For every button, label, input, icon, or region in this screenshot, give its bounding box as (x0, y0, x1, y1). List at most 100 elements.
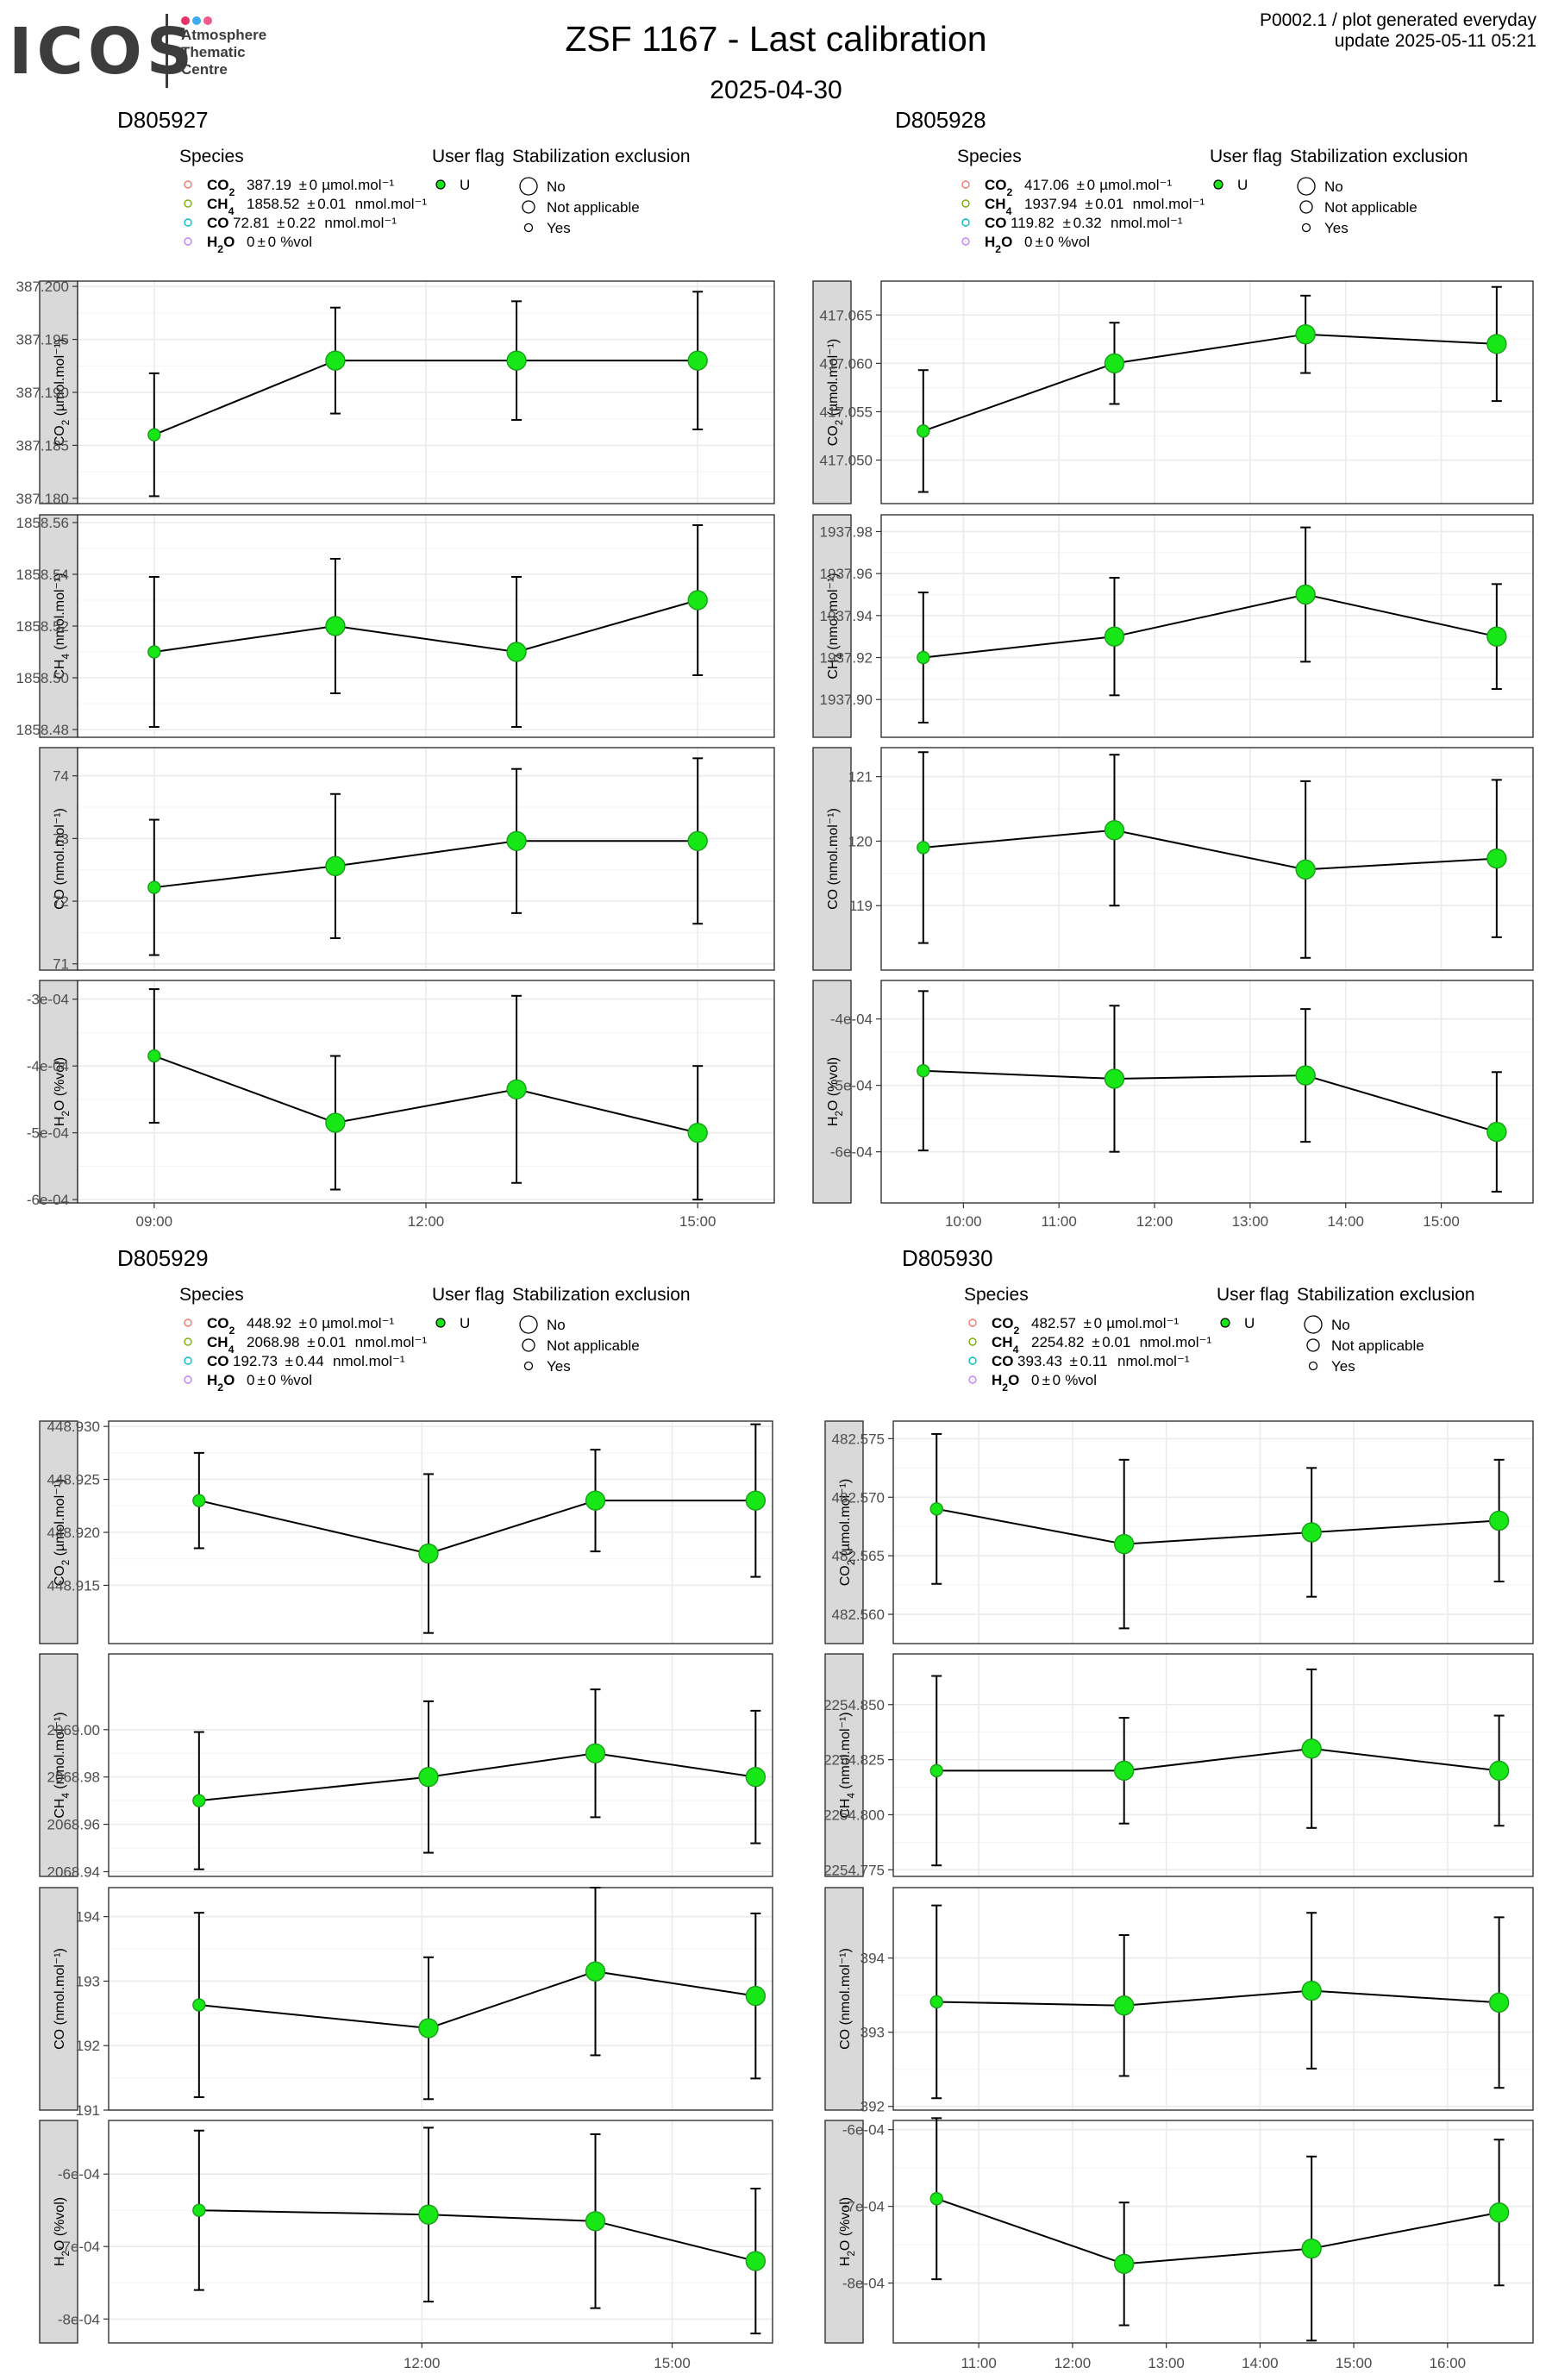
data-point (325, 350, 346, 371)
legend-species-uncertainty: 0 (310, 177, 317, 193)
legend-species-name: CO (992, 1353, 1014, 1369)
legend-user-flag-key (435, 179, 446, 190)
plot-area (109, 2120, 773, 2343)
facet-panel-CO: CO (nmol.mol⁻¹) 191 192 193 194 (39, 1887, 773, 2119)
facet-strip (39, 514, 78, 738)
legend-species-uncertainty: 0 (1053, 1372, 1061, 1388)
legend-species-unit: %vol (1065, 1372, 1097, 1388)
panel-border (880, 980, 1534, 1204)
data-point (585, 1961, 606, 1982)
y-tick-label: 2254.850 (823, 1697, 885, 1713)
facet-panel-CO2: CO2 (µmol.mol⁻¹) 417.050 417.055 417.060 417… (812, 280, 1534, 504)
facet-species-name: CO2 (µmol.mol⁻¹) (53, 339, 72, 447)
legend-pm-sign: ± (1063, 215, 1071, 231)
data-point (1104, 1068, 1125, 1089)
facet-strip (39, 1653, 78, 1877)
legend-species-key (961, 180, 970, 189)
y-tick-label: 387.190 (16, 385, 69, 401)
data-point (745, 1767, 767, 1788)
facet-strip (39, 1887, 78, 2111)
legend-user-flag-key (1220, 1318, 1230, 1328)
panel-border (77, 747, 775, 971)
data-point (418, 2204, 439, 2225)
cylinder-block-D805929: D805929 Species CO2 448.92 ±0 µmol.mol⁻¹ CH4 20… (39, 1245, 773, 2371)
data-point (929, 2192, 943, 2206)
data-point (1104, 353, 1125, 374)
facet-strip (812, 514, 852, 738)
update-meta: P0002.1 / plot generated everyday update… (1260, 10, 1536, 52)
x-tick-label: 15:00 (1336, 2355, 1373, 2371)
legend-title-user-flag: User flag (1217, 1285, 1289, 1305)
facet-panel-H2O: H2O (%vol) -6e-04 -5e-04 -4e-04 -3e-04 09:00 1… (27, 980, 775, 1230)
facet-panel-H2O: H2O (%vol) -8e-04 -7e-04 -6e-04 12:00 15:00 (39, 2120, 773, 2371)
panel-border (108, 1420, 773, 1644)
data-point (1114, 1995, 1135, 2016)
legend-stabilization-label: No (547, 1317, 566, 1333)
legend-species-key (184, 1318, 192, 1327)
legend-stabilization-key (519, 1315, 538, 1334)
legend-species-value: 0 (1024, 234, 1032, 250)
legend-species-name: H2O (207, 234, 235, 255)
panel-border (892, 1887, 1534, 2111)
plot-area (881, 748, 1533, 970)
data-point (1295, 859, 1316, 880)
x-tick-label: 11:00 (1042, 1213, 1077, 1230)
legend-stabilization-key (522, 200, 535, 214)
legend-species-value: 0 (1031, 1372, 1039, 1388)
legend-stabilization-label: No (547, 178, 566, 195)
legend-stabilization-key (523, 222, 534, 233)
series-line (153, 599, 698, 654)
legend-pm-sign: ± (1085, 196, 1092, 212)
facet-strip (812, 280, 852, 504)
legend-species-uncertainty: 0 (268, 234, 276, 250)
data-point (325, 855, 346, 877)
legend-user-flag-label: U (1244, 1315, 1255, 1331)
y-tick-label: 482.570 (832, 1489, 885, 1506)
facet-panel-CO: CO (nmol.mol⁻¹) 392 393 394 (824, 1887, 1534, 2115)
legend-species-name: H2O (992, 1372, 1019, 1394)
legend-species-value: 1858.52 (247, 196, 299, 212)
legend-species-key (961, 199, 970, 208)
legend-pm-sign: ± (299, 1315, 307, 1331)
logo-subtitle-line: Thematic (181, 44, 246, 60)
cylinder-block-D805927: D805927 Species CO2 387.19 ±0 µmol.mol⁻¹ CH4 18… (16, 107, 775, 1230)
panel-border (880, 747, 1534, 971)
x-tick-label: 10:00 (945, 1213, 982, 1230)
data-point (687, 350, 708, 371)
legend-species-unit: nmol.mol⁻¹ (1140, 1334, 1212, 1350)
facet-species-name: H2O (%vol) (826, 1057, 845, 1126)
y-tick-label: 71 (53, 956, 69, 973)
facet-label: CO (nmol.mol⁻¹) (826, 808, 841, 910)
facet-panel-CH4: CH4 (nmol.mol⁻¹) 1937.90 1937.92 1937.94 193… (812, 514, 1534, 738)
data-point (147, 645, 161, 659)
legend-stabilization-label: Not applicable (1324, 199, 1417, 216)
y-tick-label: 1858.48 (16, 722, 69, 738)
data-point (192, 1998, 206, 2012)
y-tick-label: -7e-04 (58, 2239, 100, 2255)
facet-strip (824, 1420, 864, 1644)
data-point (506, 830, 527, 851)
data-point (418, 1767, 439, 1788)
legend-species-uncertainty: 0.44 (296, 1353, 324, 1369)
facet-species-name: CO2 (µmol.mol⁻¹) (53, 1479, 72, 1587)
data-point (1486, 1121, 1507, 1143)
series-line (923, 333, 1497, 432)
y-tick-label: 482.565 (832, 1548, 885, 1564)
legend-species-value: 448.92 (247, 1315, 291, 1331)
legend-species-uncertainty: 0.32 (1073, 215, 1102, 231)
data-point (585, 1743, 606, 1763)
facet-species-name: CH4 (nmol.mol⁻¹) (838, 1712, 857, 1818)
legend-title-user-flag: User flag (1210, 147, 1282, 166)
y-tick-label: 482.575 (832, 1431, 885, 1447)
series-line (923, 593, 1498, 659)
y-tick-label: 2068.96 (47, 1817, 100, 1833)
legend-species-name: CH4 (992, 1334, 1019, 1356)
facet-species-name: CO (nmol.mol⁻¹) (53, 1948, 67, 2050)
legend-species-unit: µmol.mol⁻¹ (322, 1315, 394, 1331)
legend-species-value: 72.81 (233, 215, 270, 231)
series-line (198, 2209, 756, 2263)
plot-area (893, 2120, 1533, 2343)
legend-pm-sign: ± (258, 1372, 266, 1388)
y-tick-label: 1858.56 (16, 515, 69, 531)
legend-user-flag-key (1213, 179, 1223, 190)
